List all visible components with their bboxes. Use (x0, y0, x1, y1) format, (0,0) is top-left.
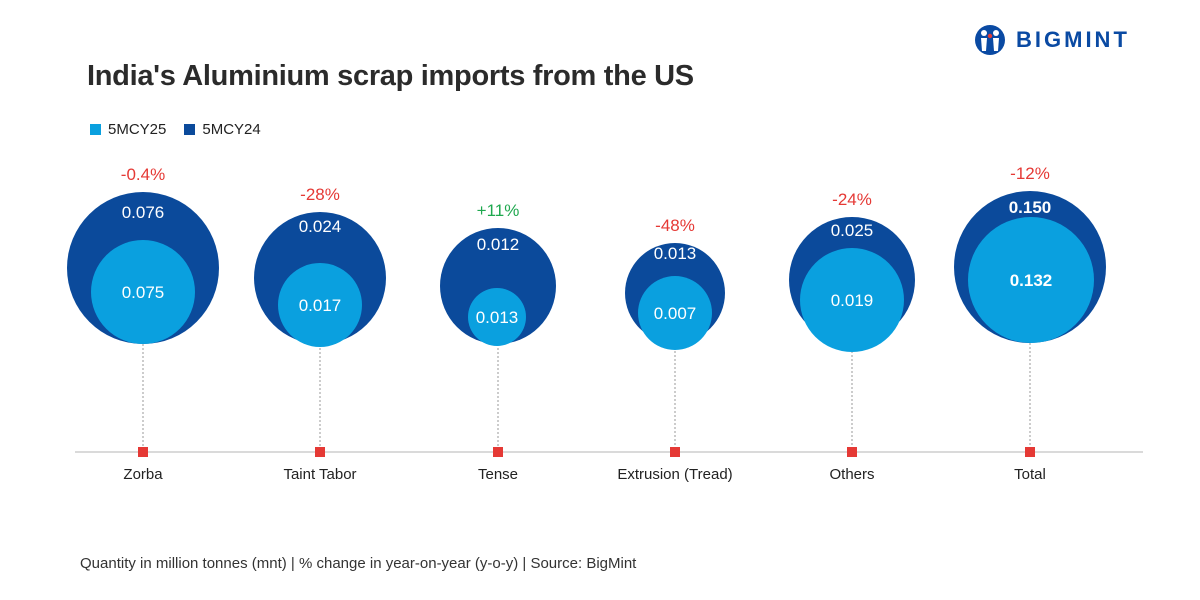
axis-marker-zorba (138, 447, 148, 457)
brand-name: BIGMINT (1016, 27, 1130, 52)
axis-marker-extrusion-tread (670, 447, 680, 457)
category-label-others: Others (829, 466, 874, 483)
value-5mcy24-zorba: 0.076 (122, 203, 165, 222)
legend-swatch-5mcy25 (90, 124, 101, 135)
value-5mcy25-others: 0.019 (831, 291, 874, 310)
footer-note: Quantity in million tonnes (mnt) | % cha… (80, 555, 637, 572)
change-label-total: -12% (1010, 164, 1050, 183)
category-label-total: Total (1014, 466, 1046, 483)
bubble-5mcy25-tense (468, 288, 526, 346)
bigmint-logo-icon (975, 25, 1005, 55)
value-5mcy24-taint-tabor: 0.024 (299, 217, 342, 236)
value-5mcy25-zorba: 0.075 (122, 283, 165, 302)
change-label-tense: +11% (477, 201, 520, 220)
bubble-5mcy25-taint-tabor (278, 263, 362, 347)
category-label-extrusion-tread: Extrusion (Tread) (617, 466, 732, 483)
value-5mcy25-total: 0.132 (1010, 271, 1053, 290)
category-label-tense: Tense (478, 466, 518, 483)
bubble-5mcy25-extrusion-tread (638, 276, 712, 350)
legend-swatch-5mcy24 (184, 124, 196, 135)
legend-label-5mcy25: 5MCY25 (108, 121, 167, 138)
axis-marker-taint-tabor (315, 447, 325, 457)
value-5mcy24-others: 0.025 (831, 221, 874, 240)
bubble-5mcy25-zorba (91, 240, 195, 344)
brand-logo: BIGMINT (972, 24, 1130, 56)
legend-item-5mcy24: 5MCY24 (184, 121, 261, 138)
legend: 5MCY25 5MCY24 (90, 121, 279, 138)
legend-label-5mcy24: 5MCY24 (202, 121, 261, 138)
value-5mcy25-tense: 0.013 (476, 308, 519, 327)
change-label-others: -24% (832, 190, 872, 209)
axis-marker-total (1025, 447, 1035, 457)
category-label-taint-tabor: Taint Tabor (283, 466, 356, 483)
value-5mcy24-total: 0.150 (1009, 198, 1052, 217)
change-label-zorba: -0.4% (121, 165, 165, 184)
change-label-taint-tabor: -28% (300, 185, 340, 204)
axis-marker-others (847, 447, 857, 457)
legend-item-5mcy25: 5MCY25 (90, 121, 166, 138)
bubble-5mcy25-others (800, 248, 904, 352)
axis-marker-tense (493, 447, 503, 457)
bubble-5mcy25-total (968, 217, 1094, 343)
value-5mcy25-taint-tabor: 0.017 (299, 296, 342, 315)
value-5mcy25-extrusion-tread: 0.007 (654, 304, 697, 323)
value-5mcy24-extrusion-tread: 0.013 (654, 244, 697, 263)
value-5mcy24-tense: 0.012 (477, 235, 520, 254)
change-label-extrusion-tread: -48% (655, 216, 695, 235)
category-label-zorba: Zorba (123, 466, 163, 483)
chart-title: India's Aluminium scrap imports from the… (87, 60, 694, 92)
